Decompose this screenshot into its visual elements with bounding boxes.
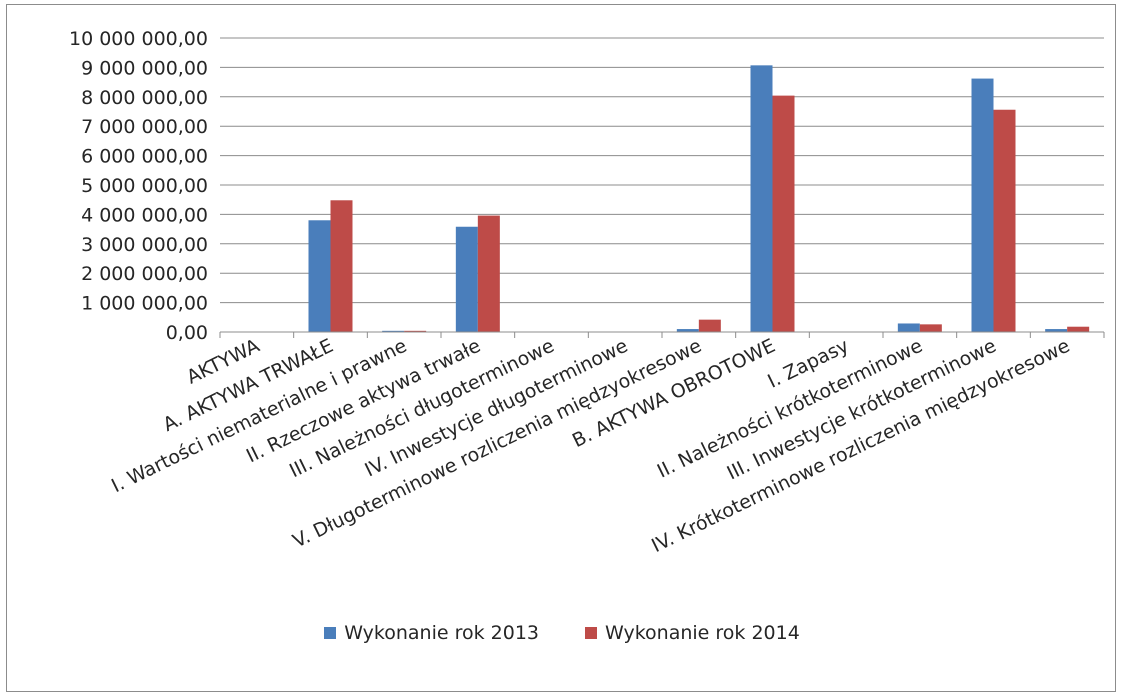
bar-series-2 xyxy=(698,319,721,332)
bar-series-1 xyxy=(455,226,478,332)
x-axis xyxy=(219,331,1105,338)
y-tick-label: 4 000 000,00 xyxy=(81,204,208,226)
y-axis-tick-labels: 0,00 1 000 000,00 2 000 000,00 3 000 000,00… xyxy=(69,28,208,344)
bar-series-1 xyxy=(676,329,699,332)
bar-series-1 xyxy=(971,78,994,333)
bar-series-1 xyxy=(897,323,920,332)
bar-series-1 xyxy=(750,65,773,332)
bar-series-2 xyxy=(1067,326,1090,332)
legend-swatch-series-2 xyxy=(585,627,597,639)
bar-series-2 xyxy=(993,109,1016,333)
legend: Wykonanie rok 2013 Wykonanie rok 2014 xyxy=(0,622,1124,644)
legend-item-series-1: Wykonanie rok 2013 xyxy=(324,622,539,644)
y-tick-label: 2 000 000,00 xyxy=(81,263,208,285)
gridlines xyxy=(220,37,1104,333)
y-tick-label: 3 000 000,00 xyxy=(81,234,208,256)
bars xyxy=(308,65,1090,333)
y-tick-label: 10 000 000,00 xyxy=(69,28,208,50)
y-tick-label: 8 000 000,00 xyxy=(81,87,208,109)
bar-series-2 xyxy=(919,324,942,332)
bar-series-2 xyxy=(772,95,795,333)
y-tick-label: 5 000 000,00 xyxy=(81,175,208,197)
y-tick-label: 1 000 000,00 xyxy=(81,293,208,315)
chart-frame xyxy=(6,4,1116,692)
bar-series-2 xyxy=(477,215,500,332)
bar-series-2 xyxy=(404,330,427,332)
bar-series-1 xyxy=(308,220,331,332)
y-tick-label: 7 000 000,00 xyxy=(81,116,208,138)
bar-series-1 xyxy=(1045,329,1068,332)
legend-label-series-1: Wykonanie rok 2013 xyxy=(344,622,539,644)
bar-series-1 xyxy=(382,330,405,332)
legend-label-series-2: Wykonanie rok 2014 xyxy=(605,622,800,644)
legend-item-series-2: Wykonanie rok 2014 xyxy=(585,622,800,644)
bar-series-2 xyxy=(330,200,353,332)
legend-swatch-series-1 xyxy=(324,627,337,639)
x-category-label: I. Wartości niematerialne i prawne xyxy=(108,335,410,498)
y-tick-label: 9 000 000,00 xyxy=(81,57,208,79)
y-tick-label: 0,00 xyxy=(166,322,208,344)
bar-chart: 0,00 1 000 000,00 2 000 000,00 3 000 000,00… xyxy=(69,28,1105,557)
y-tick-label: 6 000 000,00 xyxy=(81,146,208,168)
